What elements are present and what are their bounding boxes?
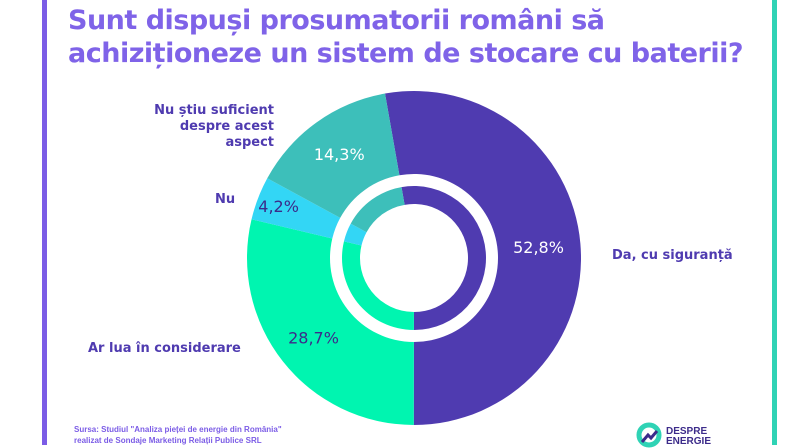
- slice-inner-2: [343, 223, 367, 246]
- chart-title: Sunt dispuși prosumatorii români să achi…: [68, 4, 744, 70]
- value-label-3: 14,3%: [314, 145, 365, 164]
- slice-outer-2: [251, 178, 341, 239]
- slice-outer-0: [385, 91, 581, 425]
- source-note: Sursa: Studiul "Analiza pieței de energi…: [74, 424, 282, 446]
- value-label-1: 28,7%: [288, 328, 339, 347]
- title-line-1: Sunt dispuși prosumatorii români să: [68, 5, 605, 36]
- logo-text-2: ENERGIE: [666, 436, 712, 447]
- slice-inner-0: [401, 186, 486, 331]
- slice-inner-1: [341, 241, 414, 330]
- value-label-2: 4,2%: [258, 197, 299, 216]
- label-nu-stiu: Nu știu suficient despre acest aspect: [152, 103, 274, 151]
- label-nu-stiu-line-2: despre acest aspect: [179, 119, 274, 150]
- slice-inner-3: [350, 187, 405, 233]
- label-da: Da, cu siguranță: [612, 248, 733, 263]
- despre-energie-logo: DESPRE ENERGIE: [636, 422, 711, 448]
- slice-outer-3: [267, 93, 400, 218]
- right-border: [772, 0, 777, 445]
- left-border: [42, 0, 47, 445]
- source-line-2: realizat de Sondaje Marketing Relații Pu…: [74, 436, 262, 445]
- logo-text-1: DESPRE: [666, 426, 708, 437]
- logo-icon: [636, 422, 662, 448]
- label-nu-stiu-line-1: Nu știu suficient: [154, 103, 274, 118]
- value-label-0: 52,8%: [513, 238, 564, 257]
- slice-outer-1: [247, 219, 414, 425]
- label-nu: Nu: [215, 192, 236, 207]
- label-ar-lua: Ar lua în considerare: [88, 341, 241, 356]
- title-line-2: achiziționeze un sistem de stocare cu ba…: [68, 38, 744, 69]
- source-line-1: Sursa: Studiul "Analiza pieței de energi…: [74, 425, 282, 434]
